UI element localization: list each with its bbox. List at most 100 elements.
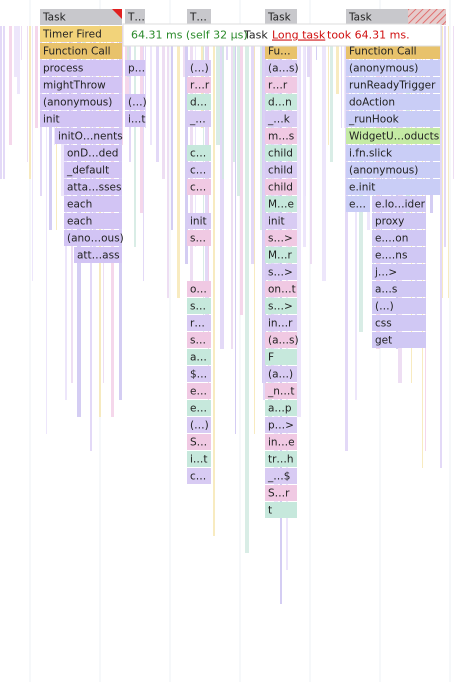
call-label: onD…ded	[67, 148, 118, 160]
call-block	[372, 332, 426, 348]
flame-sliver	[0, 26, 2, 179]
call-label: t	[268, 505, 272, 517]
call-block	[187, 366, 211, 382]
call-block	[265, 43, 297, 59]
call-block	[372, 315, 426, 331]
call-block	[187, 60, 211, 76]
call-block	[265, 94, 297, 110]
call-block	[187, 9, 211, 25]
call-label: s…>	[268, 233, 293, 245]
call-block	[346, 128, 440, 144]
call-block	[265, 111, 297, 127]
call-label: d…	[190, 97, 207, 109]
flame-sliver	[122, 26, 123, 145]
call-label: (anonymous)	[43, 97, 112, 109]
call-label: a…s	[375, 284, 397, 296]
call-label: Task	[267, 12, 292, 24]
call-block	[346, 111, 440, 127]
call-block	[40, 43, 122, 59]
call-label: WidgetU…oducts	[349, 131, 439, 143]
call-block	[346, 145, 440, 161]
call-label: _…	[189, 114, 206, 126]
flame-sliver	[440, 26, 442, 468]
call-block	[74, 247, 122, 263]
flame-sliver	[231, 26, 233, 349]
call-block	[125, 9, 145, 25]
call-label: s…	[190, 233, 206, 245]
tooltip: 64.31 ms (self 32 μs) Task Long task too…	[122, 23, 442, 47]
flame-sliver	[330, 26, 333, 162]
call-block	[64, 230, 122, 246]
call-label: (…)	[190, 63, 209, 75]
call-label: Timer Fired	[42, 29, 102, 41]
call-label: _n…t	[267, 386, 295, 398]
call-block	[64, 162, 122, 178]
call-label: in…r	[268, 318, 293, 330]
call-label: (ano…ous)	[67, 233, 124, 245]
call-label: Task	[348, 12, 373, 24]
call-block	[346, 162, 440, 178]
call-label: css	[375, 318, 392, 330]
call-block	[372, 247, 426, 263]
call-label: p…	[128, 63, 145, 75]
call-label: e.…on	[375, 233, 408, 245]
flame-sliver	[444, 26, 446, 247]
flame-sliver	[29, 26, 31, 179]
flame-sliver	[260, 26, 262, 230]
call-label: r…r	[190, 80, 210, 92]
call-block	[265, 349, 297, 365]
flame-sliver	[162, 26, 165, 179]
call-label: _…$	[267, 471, 290, 483]
flame-sliver	[303, 26, 306, 247]
flame-sliver	[183, 26, 185, 77]
call-block	[265, 281, 297, 297]
call-label: Function Call	[43, 46, 111, 58]
tooltip-link[interactable]: Long task	[272, 29, 326, 42]
call-block	[265, 468, 297, 484]
flame-sliver	[263, 26, 265, 400]
flame-sliver	[171, 26, 173, 230]
flame-sliver	[237, 26, 240, 196]
flame-sliver	[21, 26, 22, 60]
call-label: _default	[66, 165, 109, 177]
flame-sliver	[322, 26, 326, 281]
call-label: o…	[190, 284, 207, 296]
call-block	[372, 196, 426, 212]
call-label: e…	[190, 403, 207, 415]
call-block	[187, 315, 211, 331]
call-label: S…	[190, 437, 207, 449]
call-block	[346, 196, 370, 212]
call-label: i…t	[128, 114, 146, 126]
call-block	[372, 298, 426, 314]
call-label: a…p	[268, 403, 292, 415]
call-label: e.…ns	[375, 250, 407, 262]
call-block	[187, 332, 211, 348]
flame-sliver	[134, 26, 136, 247]
call-label: on…t	[268, 284, 296, 296]
call-label: (…)	[375, 301, 394, 313]
call-block	[187, 111, 211, 127]
call-label: in…e	[268, 437, 295, 449]
call-block	[265, 383, 297, 399]
call-label: S…r	[268, 488, 290, 500]
call-label: mightThrow	[43, 80, 106, 92]
call-label: (a…)	[268, 369, 293, 381]
call-block	[265, 315, 297, 331]
call-block	[265, 196, 297, 212]
call-block	[187, 468, 211, 484]
call-block	[346, 60, 440, 76]
call-label: each	[67, 199, 92, 211]
call-block	[265, 179, 297, 195]
flame-sliver	[355, 26, 357, 400]
flame-sliver	[145, 26, 146, 128]
call-block	[265, 230, 297, 246]
call-block	[40, 9, 122, 25]
call-label: runReadyTrigger	[349, 80, 436, 92]
call-block	[125, 94, 145, 110]
call-label: Function Call	[349, 46, 417, 58]
call-block	[265, 417, 297, 433]
flame-sliver	[195, 26, 196, 247]
call-block	[64, 179, 122, 195]
call-block	[372, 281, 426, 297]
call-block	[40, 77, 122, 93]
